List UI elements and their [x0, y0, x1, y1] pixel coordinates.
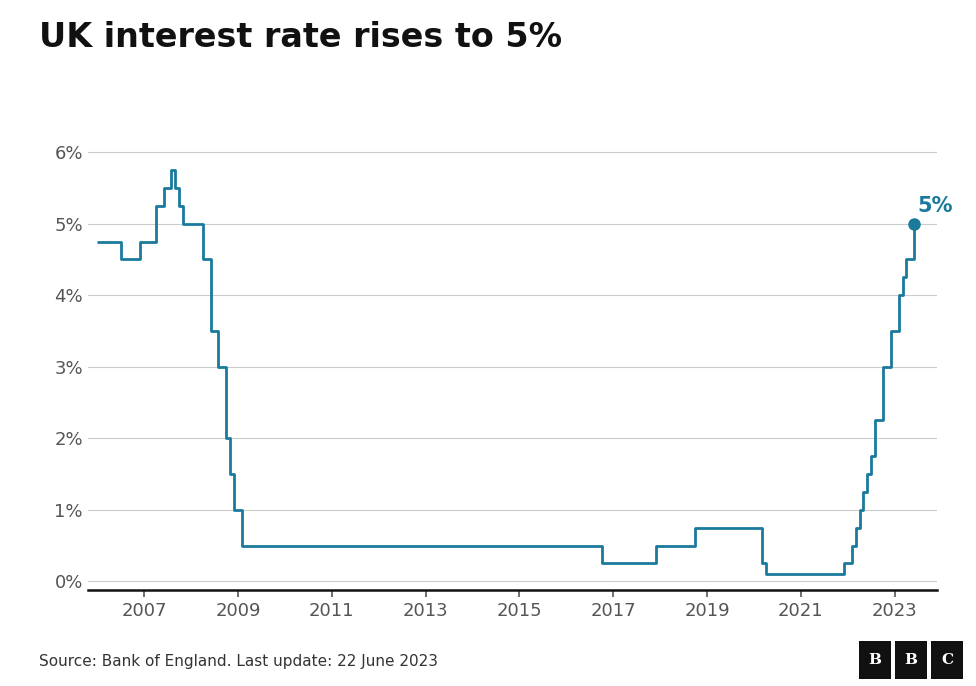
Text: Source: Bank of England. Last update: 22 June 2023: Source: Bank of England. Last update: 22…: [39, 654, 438, 669]
Text: B: B: [905, 653, 917, 667]
Text: C: C: [941, 653, 954, 667]
Text: B: B: [869, 653, 881, 667]
Text: 5%: 5%: [917, 196, 954, 217]
Text: UK interest rate rises to 5%: UK interest rate rises to 5%: [39, 21, 562, 54]
